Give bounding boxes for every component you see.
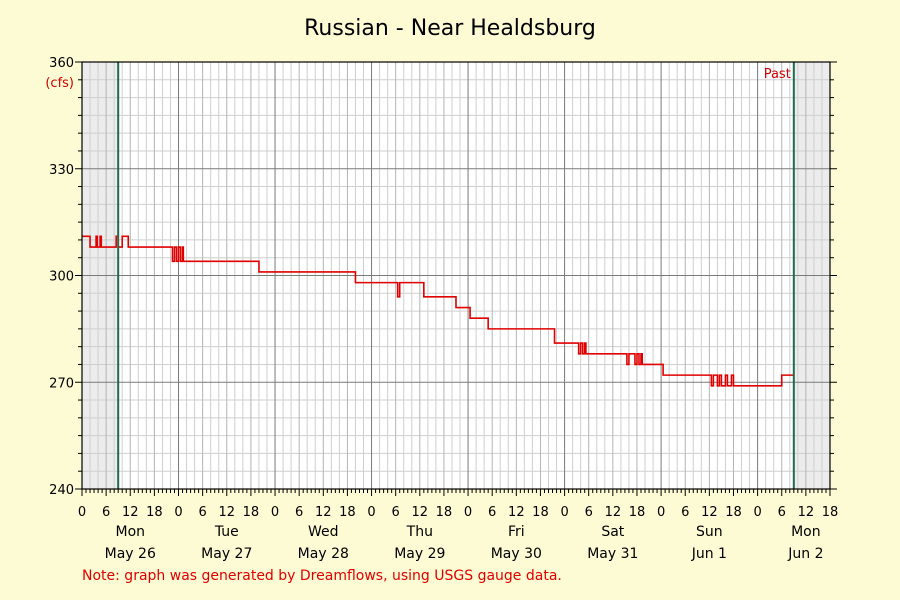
x-hour-tick-label: 18 bbox=[532, 505, 549, 520]
x-hour-tick-label: 0 bbox=[464, 505, 472, 520]
x-day-label: Mon bbox=[791, 524, 821, 540]
x-hour-tick-label: 12 bbox=[508, 505, 525, 520]
x-hour-tick-label: 12 bbox=[315, 505, 332, 520]
x-hour-tick-label: 18 bbox=[822, 505, 839, 520]
x-hour-tick-label: 12 bbox=[412, 505, 429, 520]
x-hour-tick-label: 6 bbox=[488, 505, 496, 520]
x-hour-tick-label: 0 bbox=[174, 505, 182, 520]
x-hour-tick-label: 0 bbox=[560, 505, 568, 520]
x-hour-tick-label: 0 bbox=[657, 505, 665, 520]
x-hour-tick-label: 18 bbox=[436, 505, 453, 520]
x-hour-tick-label: 18 bbox=[243, 505, 260, 520]
x-date-label: Jun 2 bbox=[787, 546, 823, 562]
x-day-label: Tue bbox=[214, 524, 239, 540]
chart-title: Russian - Near Healdsburg bbox=[304, 16, 596, 41]
x-hour-tick-label: 12 bbox=[798, 505, 815, 520]
source-note: Note: graph was generated by Dreamflows,… bbox=[82, 568, 562, 584]
x-hour-tick-label: 6 bbox=[778, 505, 786, 520]
flow-series-line bbox=[82, 235, 794, 387]
x-hour-tick-label: 6 bbox=[295, 505, 303, 520]
x-hour-tick-label: 6 bbox=[681, 505, 689, 520]
x-date-label: May 31 bbox=[587, 546, 638, 562]
x-hour-tick-label: 12 bbox=[219, 505, 236, 520]
x-date-label: Jun 1 bbox=[691, 546, 727, 562]
x-date-label: May 29 bbox=[394, 546, 445, 562]
x-hour-tick-label: 12 bbox=[701, 505, 718, 520]
x-hour-tick-label: 18 bbox=[339, 505, 356, 520]
x-hour-tick-label: 6 bbox=[392, 505, 400, 520]
x-date-label: May 28 bbox=[298, 546, 349, 562]
x-hour-tick-label: 12 bbox=[122, 505, 139, 520]
x-hour-tick-label: 6 bbox=[102, 505, 110, 520]
x-day-label: Wed bbox=[308, 524, 339, 540]
x-hour-tick-label: 6 bbox=[199, 505, 207, 520]
y-tick-label: 240 bbox=[49, 483, 74, 498]
x-hour-tick-label: 0 bbox=[367, 505, 375, 520]
x-day-label: Sun bbox=[696, 524, 723, 540]
y-axis-unit-label: (cfs) bbox=[45, 76, 74, 91]
y-tick-label: 360 bbox=[49, 56, 74, 71]
x-hour-tick-label: 0 bbox=[271, 505, 279, 520]
y-tick-label: 270 bbox=[49, 376, 74, 391]
x-day-label: Mon bbox=[115, 524, 145, 540]
x-date-label: May 27 bbox=[201, 546, 252, 562]
y-tick-label: 330 bbox=[49, 163, 74, 178]
x-hour-tick-label: 18 bbox=[629, 505, 646, 520]
x-day-label: Thu bbox=[406, 524, 433, 540]
x-hour-tick-label: 0 bbox=[753, 505, 761, 520]
x-day-label: Fri bbox=[508, 524, 525, 540]
x-hour-tick-label: 18 bbox=[146, 505, 163, 520]
x-hour-tick-label: 12 bbox=[605, 505, 622, 520]
past-marker-label: Past bbox=[764, 67, 791, 82]
x-hour-tick-label: 0 bbox=[78, 505, 86, 520]
x-hour-tick-label: 18 bbox=[725, 505, 742, 520]
x-date-label: May 30 bbox=[491, 546, 542, 562]
y-tick-label: 300 bbox=[49, 270, 74, 285]
x-hour-tick-label: 6 bbox=[585, 505, 593, 520]
x-date-label: May 26 bbox=[105, 546, 156, 562]
x-day-label: Sat bbox=[601, 524, 624, 540]
